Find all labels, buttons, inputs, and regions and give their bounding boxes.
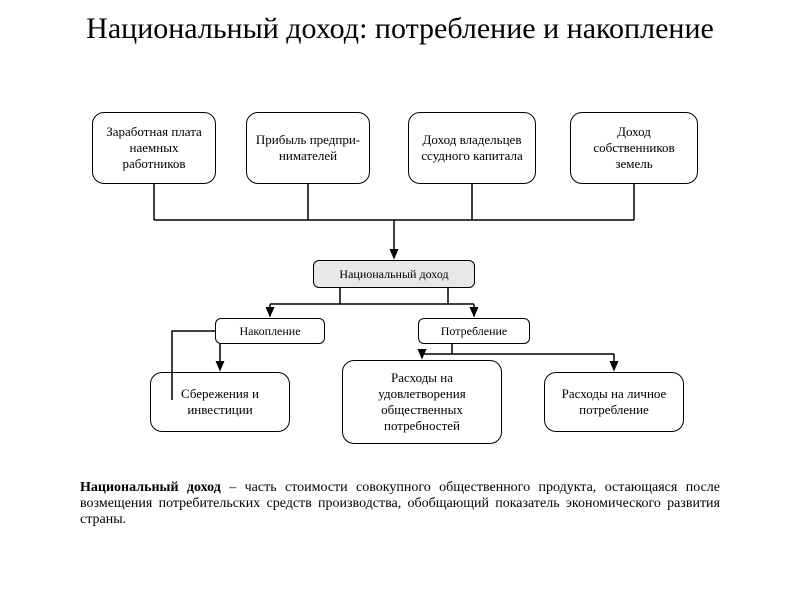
node-public-exp: Расходы на удовлетворения общественных п… [342, 360, 502, 444]
node-wages: Заработная плата наемных работников [92, 112, 216, 184]
node-accumulation: Накопление [215, 318, 325, 344]
node-label: Расходы на удовлетворения общественных п… [349, 370, 495, 434]
node-label: Накопление [239, 324, 300, 339]
node-national-income: Национальный доход [313, 260, 475, 288]
node-profit: Прибыль предпри-нимателей [246, 112, 370, 184]
node-consumption: Потребление [418, 318, 530, 344]
node-private-exp: Расходы на личное потребление [544, 372, 684, 432]
node-label: Потребление [441, 324, 508, 339]
node-label: Доход собственников земель [577, 124, 691, 172]
slide: Национальный доход: потребление и накопл… [0, 0, 800, 600]
node-savings: Сбережения и инвестиции [150, 372, 290, 432]
page-title: Национальный доход: потребление и накопл… [0, 12, 800, 46]
node-land-income: Доход собственников земель [570, 112, 698, 184]
node-label: Расходы на личное потребление [551, 386, 677, 418]
node-label: Доход владельцев ссудного капитала [415, 132, 529, 164]
node-label: Национальный доход [339, 267, 448, 282]
node-loan-income: Доход владельцев ссудного капитала [408, 112, 536, 184]
node-label: Сбережения и инвестиции [157, 386, 283, 418]
definition-text: Национальный доход – часть стоимости сов… [80, 480, 720, 528]
definition-term: Национальный доход [80, 480, 221, 495]
node-label: Прибыль предпри-нимателей [253, 132, 363, 164]
node-label: Заработная плата наемных работников [99, 124, 209, 172]
